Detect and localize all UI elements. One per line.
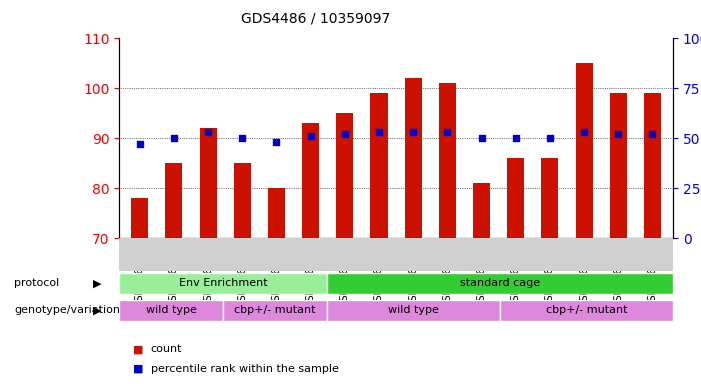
Text: protocol: protocol xyxy=(14,278,60,288)
Bar xyxy=(404,78,422,238)
FancyBboxPatch shape xyxy=(223,300,327,321)
Point xyxy=(339,131,350,137)
Bar xyxy=(268,188,285,238)
Bar xyxy=(439,83,456,238)
Point xyxy=(305,133,316,139)
Bar xyxy=(473,183,490,238)
Point xyxy=(374,129,385,135)
Point xyxy=(544,135,555,141)
FancyBboxPatch shape xyxy=(119,273,327,294)
Point xyxy=(510,135,522,141)
Point xyxy=(442,129,453,135)
Point xyxy=(168,135,179,141)
Bar xyxy=(541,158,559,238)
Bar xyxy=(302,123,319,238)
Bar xyxy=(576,63,592,238)
Point xyxy=(613,131,624,137)
Bar xyxy=(507,158,524,238)
Point xyxy=(271,139,282,145)
Point xyxy=(134,141,145,147)
Point xyxy=(203,129,214,135)
Text: count: count xyxy=(151,344,182,354)
Text: wild type: wild type xyxy=(146,305,196,315)
Text: cbp+/- mutant: cbp+/- mutant xyxy=(234,305,315,315)
Text: ■: ■ xyxy=(133,364,144,374)
Text: standard cage: standard cage xyxy=(460,278,540,288)
Bar xyxy=(200,128,217,238)
FancyBboxPatch shape xyxy=(327,300,500,321)
Text: ■: ■ xyxy=(133,344,144,354)
Text: ▶: ▶ xyxy=(93,305,102,315)
Bar xyxy=(233,163,251,238)
Bar xyxy=(370,93,388,238)
Point xyxy=(476,135,487,141)
Point xyxy=(237,135,248,141)
Point xyxy=(407,129,418,135)
Bar xyxy=(165,163,182,238)
FancyBboxPatch shape xyxy=(500,300,673,321)
Bar xyxy=(644,93,661,238)
Point xyxy=(647,131,658,137)
Text: percentile rank within the sample: percentile rank within the sample xyxy=(151,364,339,374)
Point xyxy=(578,129,590,135)
FancyBboxPatch shape xyxy=(327,273,673,294)
FancyBboxPatch shape xyxy=(119,238,673,271)
FancyBboxPatch shape xyxy=(119,300,223,321)
Text: genotype/variation: genotype/variation xyxy=(14,305,120,315)
Bar xyxy=(131,198,148,238)
Text: ▶: ▶ xyxy=(93,278,102,288)
Text: cbp+/- mutant: cbp+/- mutant xyxy=(545,305,627,315)
Text: GDS4486 / 10359097: GDS4486 / 10359097 xyxy=(241,12,390,25)
Text: wild type: wild type xyxy=(388,305,439,315)
Bar xyxy=(336,113,353,238)
Bar xyxy=(610,93,627,238)
Text: Env Enrichment: Env Enrichment xyxy=(179,278,267,288)
